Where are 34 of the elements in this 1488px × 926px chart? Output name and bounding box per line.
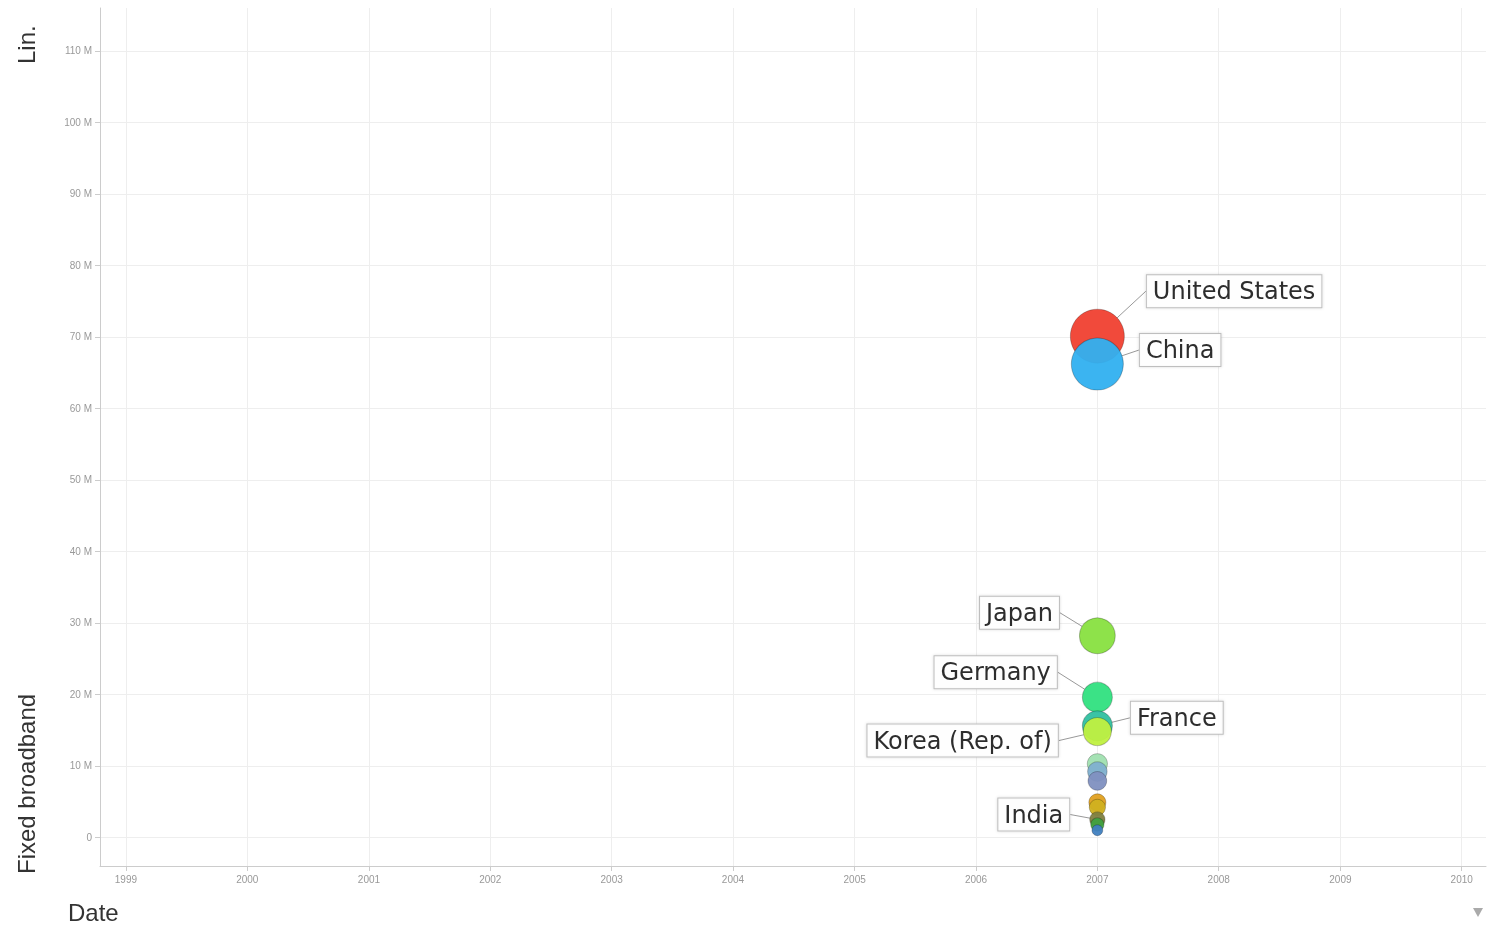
y-tick-label: 10 M <box>69 760 92 772</box>
x-tick-label: 2005 <box>843 873 867 885</box>
x-tick-label: 2001 <box>357 873 381 885</box>
y-axis-title: Fixed broadband <box>12 693 40 874</box>
x-tick-label: 1999 <box>114 873 138 885</box>
series-label: China <box>1145 336 1215 365</box>
x-tick-label: 2003 <box>600 873 624 885</box>
x-tick-label: 2008 <box>1207 873 1231 885</box>
series-label: Japan <box>984 598 1053 627</box>
y-tick-label: 90 M <box>69 188 92 200</box>
x-tick-label: 2009 <box>1329 873 1352 885</box>
x-tick-label: 2002 <box>479 873 502 885</box>
y-tick-label: 0 <box>86 831 93 843</box>
x-tick-label: 2007 <box>1086 873 1109 885</box>
x-tick-label: 2006 <box>964 873 988 885</box>
y-tick-label: 60 M <box>69 402 92 414</box>
series-label: Korea (Rep. of) <box>873 726 1052 755</box>
series-label: Germany <box>940 658 1051 687</box>
x-tick-label: 2000 <box>236 873 259 885</box>
series-label: United States <box>1152 277 1316 306</box>
y-tick-label: 80 M <box>69 259 92 271</box>
y-tick-label: 100 M <box>64 116 92 128</box>
x-axis-title: Date <box>68 898 119 926</box>
y-tick-label: 40 M <box>69 545 92 557</box>
series-label: France <box>1136 703 1217 732</box>
y-tick-label: 110 M <box>64 45 92 57</box>
y-tick-label: 30 M <box>69 617 92 629</box>
y-tick-label: 50 M <box>69 474 92 486</box>
x-tick-label: 2004 <box>721 873 745 885</box>
text: Lin. <box>12 25 40 64</box>
y-tick-label: 20 M <box>69 688 92 700</box>
series-label: India <box>1004 800 1064 829</box>
x-tick-label: 2010 <box>1450 873 1474 885</box>
y-tick-label: 70 M <box>69 331 92 343</box>
